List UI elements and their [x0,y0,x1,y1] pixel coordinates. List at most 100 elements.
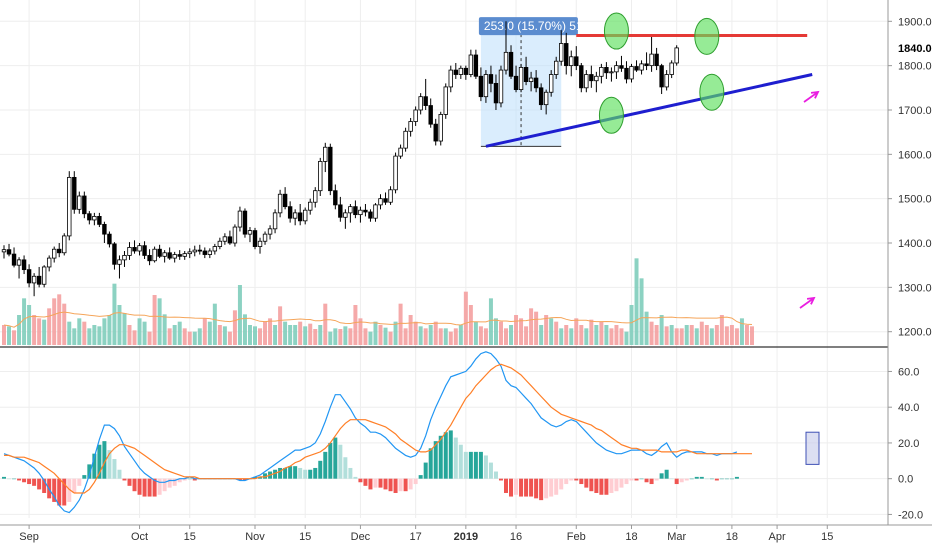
macd-histogram-bar [664,469,669,479]
volume-bar [112,283,117,345]
volume-bar [313,329,318,345]
macd-histogram-bar [7,478,12,480]
volume-bar [273,325,278,345]
price-tick-label: 1900.0 [898,16,932,28]
candle [97,212,102,228]
volume-bar [2,325,6,345]
trendline-drawings[interactable] [485,12,820,309]
candle-body [483,74,489,98]
macd-histogram-bar [303,469,308,479]
macd-histogram-bar [714,478,719,481]
candle [328,143,333,196]
arrow-icon [799,296,816,309]
volume-bar [303,326,308,345]
macd-histogram-bar [433,441,438,479]
volume-bar [62,303,67,345]
volume-bar [749,326,754,345]
candle-body [272,212,278,230]
candle-body [599,67,604,77]
volume-bar [92,325,97,345]
candle [614,61,619,79]
volume-bar [187,331,192,345]
macd-histogram-bar [323,451,328,479]
candle [67,171,72,241]
candle [87,211,92,225]
macd-histogram-bar [669,478,674,480]
macd-histogram-bar [242,478,247,481]
candle-body [654,53,659,67]
candle-body [428,105,433,125]
candle [408,117,413,137]
candle-body [292,212,298,219]
candle [127,242,132,260]
candle-body [564,43,569,67]
candle [57,243,62,258]
macd-histogram-bar [509,478,514,497]
candle-body [182,253,187,257]
candle [448,65,453,93]
macd-histogram-bar [77,478,82,486]
volume-bar [554,321,559,345]
macd-histogram-bar [137,478,142,495]
macd-panel [2,351,820,514]
candle [252,227,258,250]
candle [634,60,639,72]
candle [398,144,403,159]
volume-bar [579,325,584,345]
candle-body [127,247,132,256]
volume-bar [343,326,348,345]
volume-bar [363,328,368,345]
volume-bar [368,331,373,345]
candle-body [82,195,87,215]
volume-bar [493,318,498,345]
macd-histogram-bar [122,478,127,481]
volume-bar [488,298,493,345]
candle [77,191,82,214]
candle-body [523,67,529,83]
volume-bar [57,294,62,345]
macd-histogram-bar [413,478,418,485]
volume-bar [704,325,709,345]
candle-body [463,67,469,75]
candle-body [242,210,248,235]
candle-body [287,206,293,219]
macd-histogram-bar [328,442,333,479]
macd-histogram-bar [42,478,47,493]
macd-histogram-bar [654,478,659,481]
price-candles [1,21,679,297]
candle [659,63,664,95]
volume-bar [403,328,408,345]
candle [72,171,77,214]
x-tick-label: Dec [351,531,371,543]
candle [619,55,624,72]
candle [292,209,298,226]
volume-bar [589,319,594,345]
macd-histogram-bar [288,466,293,479]
volume-bar [298,321,303,345]
macd-histogram-bar [187,478,192,480]
candle-body [302,209,308,222]
candle-body [548,74,554,93]
highlight-circle [603,12,629,50]
candle-body [72,176,77,210]
volume-bar [278,306,283,345]
macd-histogram-bar [734,476,739,479]
volume-bar [253,326,257,345]
candle [232,224,238,247]
candle-body [533,77,539,89]
volume-bar [574,318,579,345]
volume-bar [744,325,749,345]
candle-body [634,66,639,71]
volume-bar [694,328,699,345]
candle [488,65,494,93]
volume-bar [604,325,609,345]
volume-bar [639,278,644,345]
candle [493,74,499,110]
macd-line [3,351,738,514]
candle [167,247,172,260]
macd-histogram-bar [694,476,699,479]
candle [438,111,443,146]
macd-histogram-bar [12,478,17,480]
macd-tick-label: 40.0 [898,402,919,414]
